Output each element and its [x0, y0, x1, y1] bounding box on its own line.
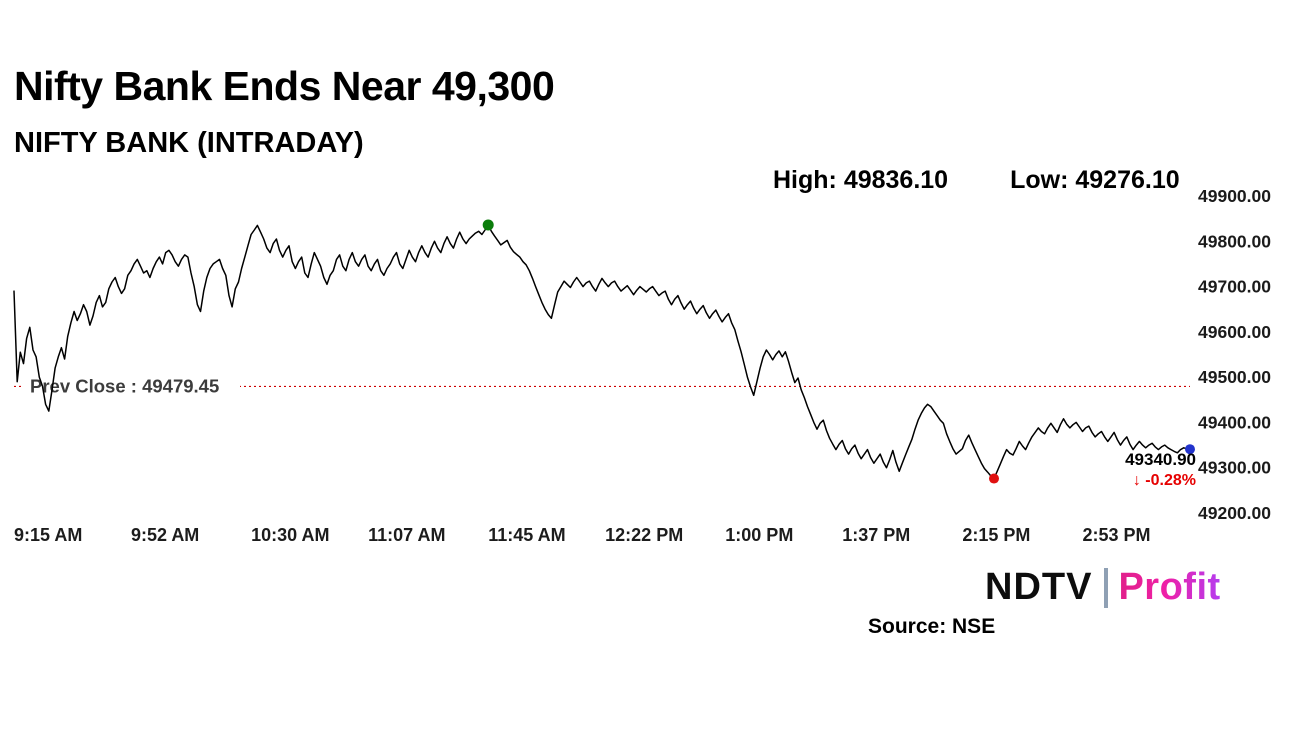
y-axis-tick-label: 49300.00	[1198, 458, 1271, 478]
x-axis-tick-label: 9:52 AM	[131, 525, 199, 545]
high-low-row: High: 49836.10 Low: 49276.10	[773, 166, 1180, 195]
x-axis-tick-label: 1:37 PM	[842, 525, 910, 545]
last-marker	[1185, 444, 1195, 455]
low-value-label: Low: 49276.10	[1010, 166, 1180, 194]
logo-separator-bar	[1104, 567, 1109, 608]
y-axis-tick-label: 49200.00	[1198, 503, 1271, 523]
x-axis-tick-label: 10:30 AM	[251, 525, 329, 545]
ndtv-profit-logo: NDTV Profit	[985, 566, 1221, 609]
x-axis-tick-label: 9:15 AM	[14, 525, 82, 545]
page-title: Nifty Bank Ends Near 49,300	[14, 63, 555, 109]
y-axis-tick-label: 49400.00	[1198, 412, 1271, 432]
y-axis-tick-label: 49500.00	[1198, 367, 1271, 387]
price-line	[13, 224, 1191, 480]
y-axis-tick-label: 49700.00	[1198, 277, 1271, 297]
chart-subtitle: NIFTY BANK (INTRADAY)	[14, 127, 364, 159]
prev-close-label: Prev Close : 49479.45	[30, 375, 219, 396]
high-marker	[482, 219, 494, 231]
x-axis-tick-label: 12:22 PM	[605, 525, 683, 545]
profit-logo-text: Profit	[1118, 566, 1221, 608]
y-axis-tick-label: 49900.00	[1198, 186, 1271, 206]
x-axis-tick-label: 1:00 PM	[725, 525, 793, 545]
prev-close-label-bg	[24, 373, 240, 398]
x-axis-tick-label: 2:53 PM	[1083, 525, 1151, 545]
last-change-value: ↓ -0.28%	[1132, 471, 1196, 489]
y-axis-tick-label: 49600.00	[1198, 322, 1271, 342]
last-price-value: 49340.90	[1125, 450, 1196, 469]
source-credit: Source: NSE	[868, 615, 996, 638]
x-axis-tick-label: 2:15 PM	[962, 525, 1030, 545]
ndtv-logo-text: NDTV	[985, 566, 1093, 608]
high-value-label: High: 49836.10	[773, 166, 949, 194]
last-price-callout: 49340.90 ↓ -0.28%	[1125, 450, 1196, 490]
x-axis-tick-label: 11:45 AM	[488, 525, 565, 545]
x-axis-tick-label: 11:07 AM	[368, 525, 445, 545]
low-marker	[989, 473, 999, 484]
y-axis-tick-label: 49800.00	[1198, 231, 1271, 251]
